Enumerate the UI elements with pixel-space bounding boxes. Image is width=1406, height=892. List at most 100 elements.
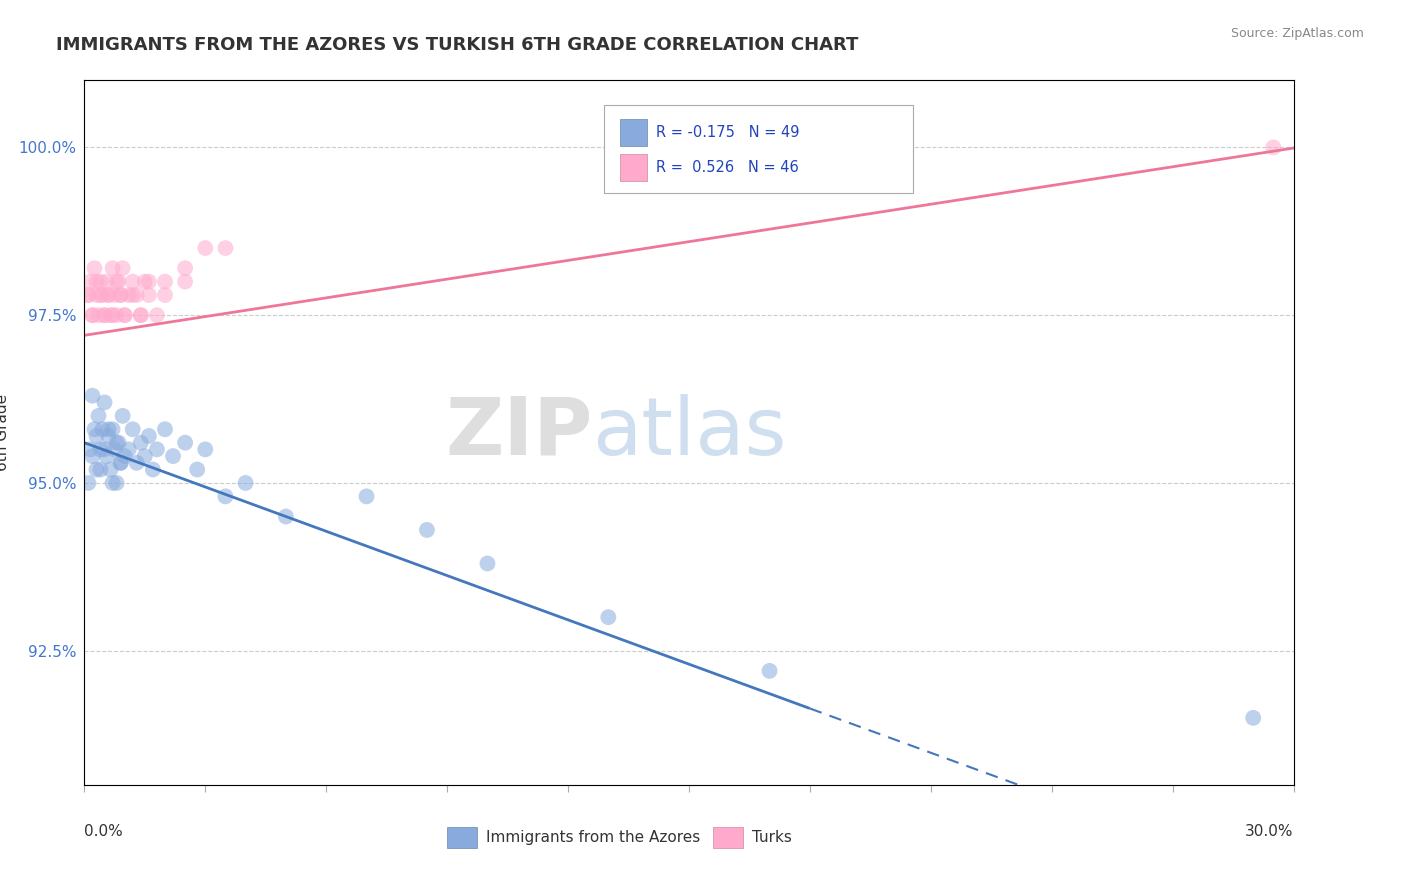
Point: [114, 308, 136, 322]
Point: [101, 422, 124, 436]
Point: [86, 288, 108, 302]
Point: [100, 462, 122, 476]
Text: Turks: Turks: [752, 830, 792, 846]
Point: [146, 442, 169, 457]
Point: [89, 288, 111, 302]
Point: [146, 308, 169, 322]
FancyBboxPatch shape: [447, 827, 478, 848]
Point: [79, 442, 101, 457]
Point: [101, 475, 124, 490]
FancyBboxPatch shape: [605, 105, 912, 193]
Point: [214, 489, 236, 503]
Point: [77, 288, 100, 302]
Point: [83, 422, 105, 436]
Point: [121, 422, 143, 436]
Point: [93, 308, 115, 322]
Point: [125, 288, 148, 302]
Point: [134, 275, 156, 289]
FancyBboxPatch shape: [620, 119, 647, 145]
Point: [93, 308, 115, 322]
Point: [104, 442, 127, 457]
Point: [89, 462, 111, 476]
Point: [101, 308, 124, 322]
Point: [129, 308, 152, 322]
Point: [97, 422, 120, 436]
Point: [79, 275, 101, 289]
Point: [118, 288, 141, 302]
Point: [121, 288, 143, 302]
Point: [93, 442, 115, 457]
Point: [110, 456, 132, 470]
Point: [86, 275, 108, 289]
Text: IMMIGRANTS FROM THE AZORES VS TURKISH 6TH GRADE CORRELATION CHART: IMMIGRANTS FROM THE AZORES VS TURKISH 6T…: [56, 36, 859, 54]
Point: [100, 308, 122, 322]
Point: [86, 429, 108, 443]
Point: [111, 409, 134, 423]
Point: [129, 308, 152, 322]
Point: [214, 241, 236, 255]
Point: [416, 523, 439, 537]
Point: [110, 288, 132, 302]
Point: [77, 475, 100, 490]
Point: [235, 475, 257, 490]
Point: [129, 435, 152, 450]
Point: [162, 449, 184, 463]
Point: [142, 462, 165, 476]
Point: [97, 429, 120, 443]
Point: [1241, 711, 1264, 725]
Point: [89, 442, 111, 457]
Point: [101, 261, 124, 276]
Point: [174, 275, 197, 289]
Point: [93, 395, 115, 409]
Point: [82, 449, 104, 463]
Point: [194, 241, 217, 255]
Text: R = -0.175   N = 49: R = -0.175 N = 49: [657, 125, 800, 140]
Point: [105, 308, 128, 322]
Point: [77, 288, 100, 302]
Point: [174, 261, 197, 276]
Point: [110, 456, 132, 470]
Point: [105, 275, 128, 289]
Point: [105, 475, 128, 490]
Point: [758, 664, 780, 678]
Text: Source: ZipAtlas.com: Source: ZipAtlas.com: [1230, 27, 1364, 40]
Point: [86, 462, 108, 476]
Point: [87, 409, 110, 423]
Point: [186, 462, 208, 476]
Point: [89, 275, 111, 289]
Point: [1263, 140, 1285, 154]
Point: [87, 308, 110, 322]
Point: [121, 275, 143, 289]
Text: ZIP: ZIP: [444, 393, 592, 472]
Point: [96, 275, 118, 289]
FancyBboxPatch shape: [620, 154, 647, 181]
Point: [274, 509, 297, 524]
Point: [97, 288, 120, 302]
Point: [114, 308, 136, 322]
Point: [110, 288, 132, 302]
Point: [138, 288, 160, 302]
Y-axis label: 6th Grade: 6th Grade: [0, 394, 10, 471]
Point: [111, 261, 134, 276]
Point: [598, 610, 620, 624]
Text: atlas: atlas: [592, 393, 786, 472]
Point: [83, 261, 105, 276]
Point: [477, 557, 499, 571]
Point: [82, 308, 104, 322]
FancyBboxPatch shape: [713, 827, 744, 848]
Text: R =  0.526   N = 46: R = 0.526 N = 46: [657, 161, 799, 175]
Point: [174, 435, 197, 450]
Point: [107, 275, 129, 289]
Point: [91, 288, 114, 302]
Point: [153, 275, 176, 289]
Point: [91, 422, 114, 436]
Point: [105, 435, 128, 450]
Point: [134, 449, 156, 463]
Text: Immigrants from the Azores: Immigrants from the Azores: [486, 830, 700, 846]
Point: [138, 429, 160, 443]
Point: [107, 435, 129, 450]
Point: [118, 442, 141, 457]
Point: [138, 275, 160, 289]
Point: [114, 449, 136, 463]
Text: 30.0%: 30.0%: [1246, 823, 1294, 838]
